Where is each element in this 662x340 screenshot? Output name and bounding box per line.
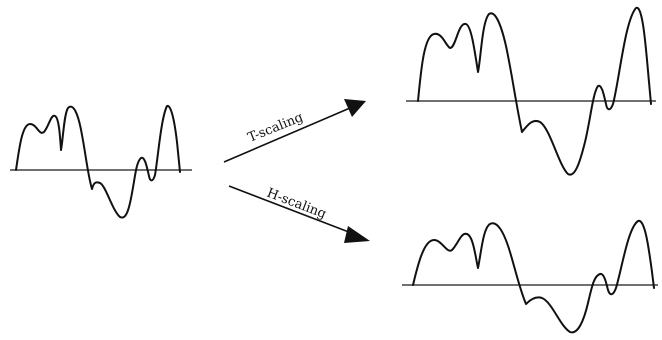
h-scaling-arrow: H-scaling: [228, 185, 370, 243]
h-scaled-signal: [412, 220, 655, 334]
h-scaling-arrow-shaft: [228, 185, 355, 235]
original-signal: [15, 104, 181, 219]
original-waveform: [10, 104, 192, 219]
t-scaled-waveform: [406, 6, 656, 176]
h-scaling-arrow-head: [344, 226, 370, 243]
t-scaling-arrow-shaft: [223, 107, 351, 163]
t-scaled-signal: [417, 6, 652, 176]
t-scaling-arrow: T-scaling: [223, 99, 366, 163]
h-scaled-waveform: [402, 220, 658, 334]
t-scaling-arrow-head: [344, 99, 366, 117]
